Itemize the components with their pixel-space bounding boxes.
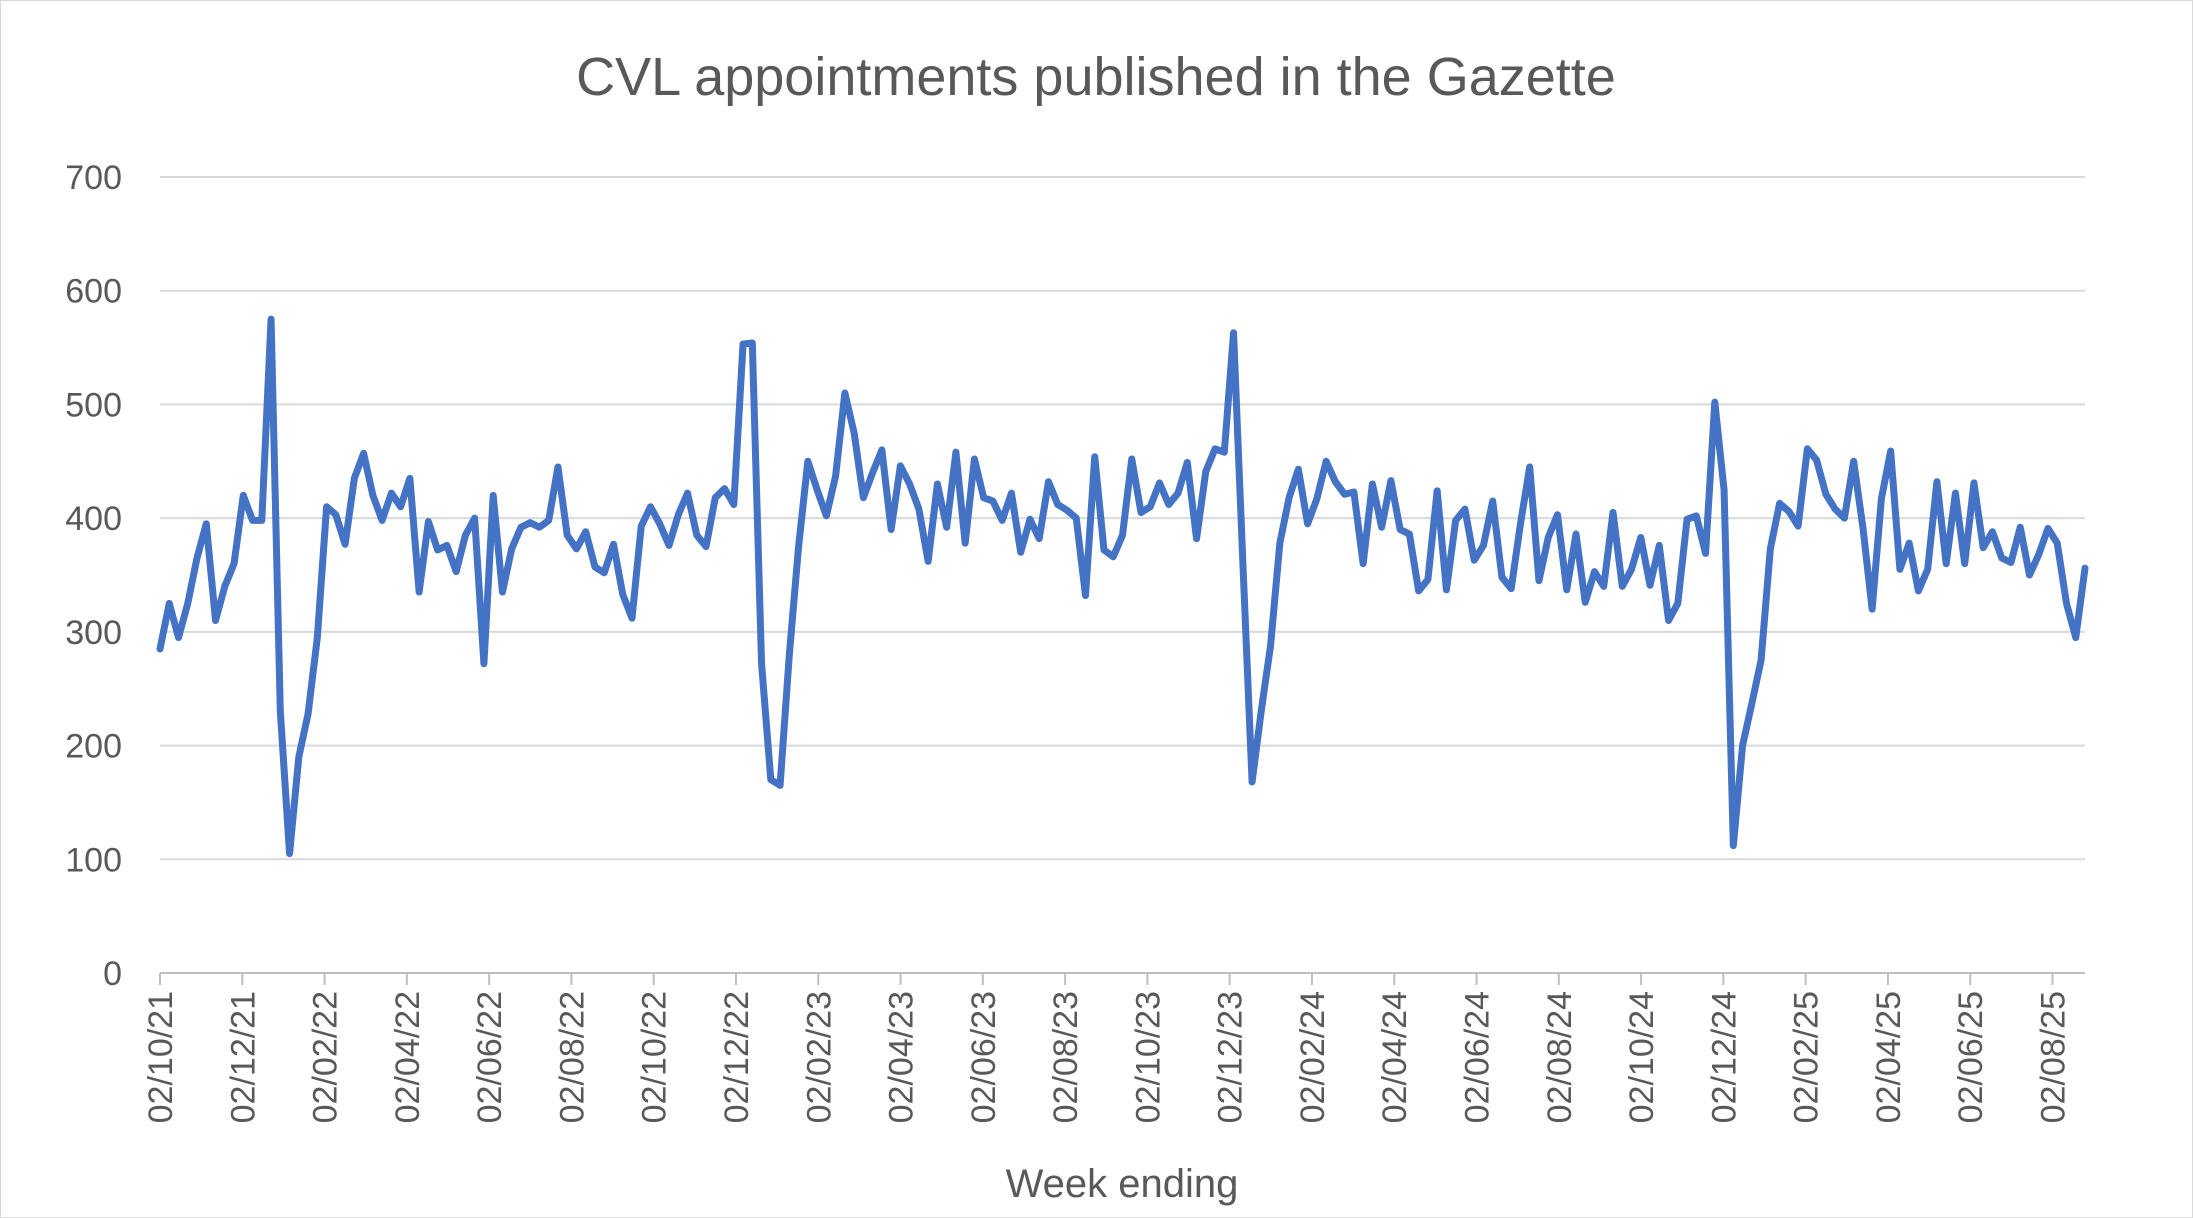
- x-tick-label: 02/08/24: [1541, 991, 1579, 1123]
- x-tick-label: 02/10/22: [636, 991, 674, 1123]
- gridlines: [160, 176, 2085, 974]
- y-tick-label: 100: [65, 841, 122, 879]
- x-tick-label: 02/02/24: [1294, 991, 1332, 1123]
- y-tick-label: 300: [65, 614, 122, 652]
- y-axis-ticks: 0 100 200 300 400 500 600 700: [65, 159, 122, 993]
- x-tick-label: 02/06/24: [1459, 991, 1497, 1123]
- y-tick-label: 400: [65, 500, 122, 538]
- x-tick-label: 02/06/25: [1952, 991, 1990, 1123]
- x-tick-label: 02/06/22: [471, 991, 509, 1123]
- x-tick-label: 02/08/25: [2034, 991, 2072, 1123]
- x-tick-label: 02/12/21: [224, 991, 262, 1123]
- y-tick-label: 200: [65, 728, 122, 766]
- series-line: [156, 315, 2089, 858]
- x-tick-label: 02/04/23: [883, 991, 921, 1123]
- x-tick-label: 02/12/23: [1212, 991, 1250, 1123]
- y-tick-label: 0: [103, 955, 122, 993]
- y-tick-label: 700: [65, 159, 122, 197]
- y-tick-label: 500: [65, 386, 122, 424]
- x-tick-label: 02/06/23: [965, 991, 1003, 1123]
- x-tick-label: 02/10/21: [142, 991, 180, 1123]
- x-axis-label: Week ending: [1006, 1162, 1239, 1206]
- x-tick-label: 02/02/22: [307, 991, 345, 1123]
- x-tick-label: 02/08/23: [1047, 991, 1085, 1123]
- chart-title: CVL appointments published in the Gazett…: [576, 47, 1616, 107]
- x-tick-label: 02/10/23: [1129, 991, 1167, 1123]
- x-tick-label: 02/02/25: [1788, 991, 1826, 1123]
- x-tick-label: 02/04/22: [389, 991, 427, 1123]
- x-tick-label: 02/04/24: [1376, 991, 1414, 1123]
- x-axis-ticks: 02/10/21 02/12/21 02/02/22 02/04/22 02/06/22…: [142, 973, 2072, 1123]
- x-tick-label: 02/10/24: [1623, 991, 1661, 1123]
- x-tick-label: 02/02/23: [800, 991, 838, 1123]
- y-tick-label: 600: [65, 273, 122, 311]
- series-layer: [156, 315, 2089, 858]
- x-tick-label: 02/12/22: [718, 991, 756, 1123]
- x-tick-label: 02/04/25: [1870, 991, 1908, 1123]
- x-tick-label: 02/12/24: [1705, 991, 1743, 1123]
- x-tick-label: 02/08/22: [553, 991, 591, 1123]
